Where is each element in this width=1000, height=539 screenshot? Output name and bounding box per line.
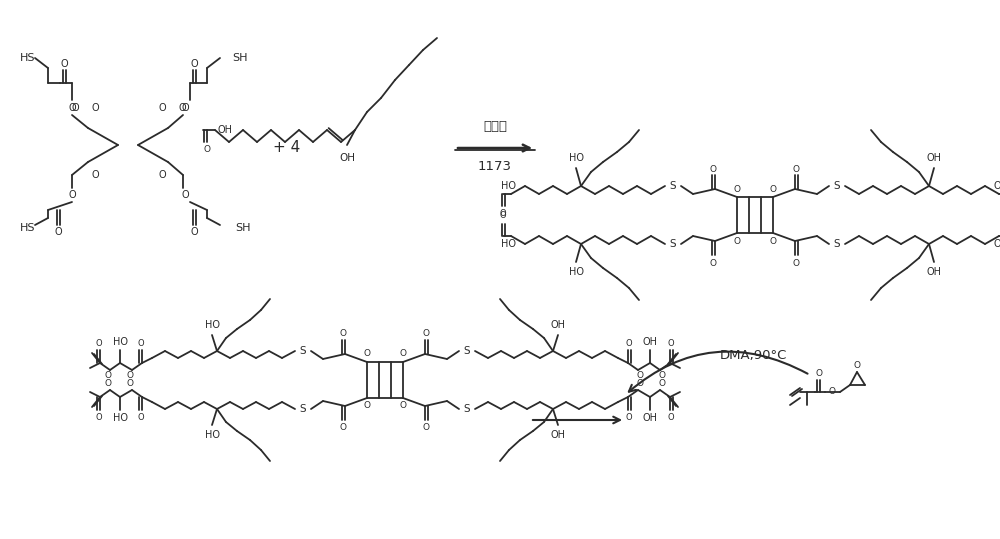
Text: OH: OH	[642, 337, 658, 347]
Text: DMA,90°C: DMA,90°C	[720, 349, 787, 362]
Text: O: O	[854, 361, 860, 370]
Text: O: O	[668, 412, 674, 421]
Text: O: O	[138, 338, 144, 348]
Text: S: S	[834, 239, 840, 249]
Text: O: O	[91, 103, 99, 113]
Text: SH: SH	[235, 223, 250, 233]
Text: O: O	[68, 103, 76, 113]
Text: O: O	[190, 227, 198, 237]
Text: HO: HO	[568, 153, 584, 163]
Text: O: O	[400, 402, 406, 411]
Text: S: S	[464, 404, 470, 414]
Text: 1173: 1173	[478, 160, 512, 172]
Text: S: S	[670, 239, 676, 249]
Text: HS: HS	[20, 53, 36, 63]
Text: O: O	[500, 211, 506, 220]
Text: O: O	[637, 371, 644, 381]
Text: O: O	[126, 379, 134, 389]
Text: 光催化: 光催化	[483, 120, 507, 133]
Text: O: O	[668, 338, 674, 348]
Text: S: S	[670, 181, 676, 191]
Text: OH: OH	[642, 413, 658, 423]
Text: O: O	[626, 412, 632, 421]
Text: O: O	[734, 184, 740, 194]
Text: O: O	[422, 424, 430, 432]
Text: HO: HO	[112, 413, 128, 423]
Text: O: O	[178, 103, 186, 113]
FancyArrowPatch shape	[629, 351, 808, 392]
Text: O: O	[400, 349, 406, 358]
Text: O: O	[138, 412, 144, 421]
Text: HO: HO	[205, 320, 220, 330]
Text: O: O	[364, 402, 370, 411]
Text: O: O	[181, 103, 189, 113]
Text: O: O	[96, 412, 102, 421]
Text: O: O	[204, 146, 210, 155]
Text: O: O	[710, 164, 716, 174]
Text: S: S	[300, 404, 306, 414]
Text: O: O	[54, 227, 62, 237]
Text: HO: HO	[568, 267, 584, 277]
Text: HO: HO	[205, 430, 220, 440]
Text: O: O	[626, 338, 632, 348]
Text: HS: HS	[20, 223, 36, 233]
Text: S: S	[300, 346, 306, 356]
Text: O: O	[422, 329, 430, 338]
Text: OH: OH	[994, 239, 1000, 249]
Text: O: O	[158, 170, 166, 180]
Text: HO: HO	[502, 181, 516, 191]
Text: O: O	[500, 210, 506, 218]
Text: + 4: + 4	[273, 141, 301, 155]
Text: OH: OH	[926, 267, 942, 277]
Text: O: O	[340, 424, 347, 432]
Text: O: O	[104, 371, 112, 381]
Text: O: O	[158, 103, 166, 113]
Text: OH: OH	[994, 181, 1000, 191]
Text: O: O	[658, 379, 666, 389]
Text: OH: OH	[926, 153, 942, 163]
Text: O: O	[792, 164, 800, 174]
Text: O: O	[770, 184, 776, 194]
Text: S: S	[464, 346, 470, 356]
Text: O: O	[792, 259, 800, 267]
Text: O: O	[637, 379, 644, 389]
Text: O: O	[60, 59, 68, 69]
Text: OH: OH	[339, 153, 355, 163]
Text: O: O	[364, 349, 370, 358]
Text: O: O	[340, 329, 347, 338]
Text: O: O	[770, 237, 776, 245]
Text: O: O	[96, 338, 102, 348]
Text: O: O	[126, 371, 134, 381]
Text: O: O	[816, 369, 822, 377]
Text: O: O	[71, 103, 79, 113]
Text: HO: HO	[502, 239, 516, 249]
Text: OH: OH	[217, 125, 232, 135]
Text: O: O	[658, 371, 666, 381]
Text: HO: HO	[112, 337, 128, 347]
Text: O: O	[828, 388, 836, 397]
Text: S: S	[834, 181, 840, 191]
Text: O: O	[104, 379, 112, 389]
Text: O: O	[710, 259, 716, 267]
Text: OH: OH	[550, 430, 566, 440]
Text: SH: SH	[232, 53, 248, 63]
Text: O: O	[734, 237, 740, 245]
Text: O: O	[181, 190, 189, 200]
Text: O: O	[68, 190, 76, 200]
Text: O: O	[190, 59, 198, 69]
Text: OH: OH	[550, 320, 566, 330]
Text: O: O	[91, 170, 99, 180]
